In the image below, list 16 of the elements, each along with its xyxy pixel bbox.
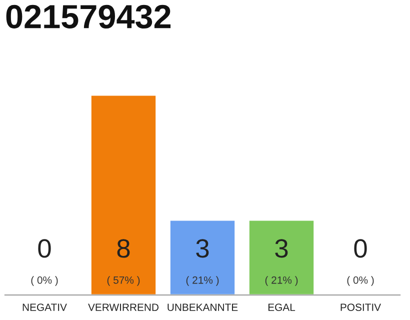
x-tick-label: UNBEKANNTE [168, 304, 238, 311]
data-label: 0 [38, 239, 51, 258]
chart-title: 021579432 [6, 4, 171, 29]
data-label: 3 [196, 239, 209, 258]
data-label: 0 [354, 239, 367, 258]
x-tick-label: POSITIV [340, 304, 382, 311]
x-tick-label: EGAL [268, 304, 296, 311]
data-label: 8 [117, 239, 130, 258]
annotation: ( 0% ) [347, 276, 374, 286]
annotation: ( 21% ) [265, 276, 298, 286]
annotation: ( 0% ) [31, 276, 58, 286]
data-label: 3 [275, 239, 288, 258]
annotation: ( 21% ) [186, 276, 219, 286]
x-tick-label: NEGATIV [22, 304, 67, 311]
x-tick-label: VERWIRREND [88, 304, 158, 311]
annotation: ( 57% ) [107, 276, 140, 286]
